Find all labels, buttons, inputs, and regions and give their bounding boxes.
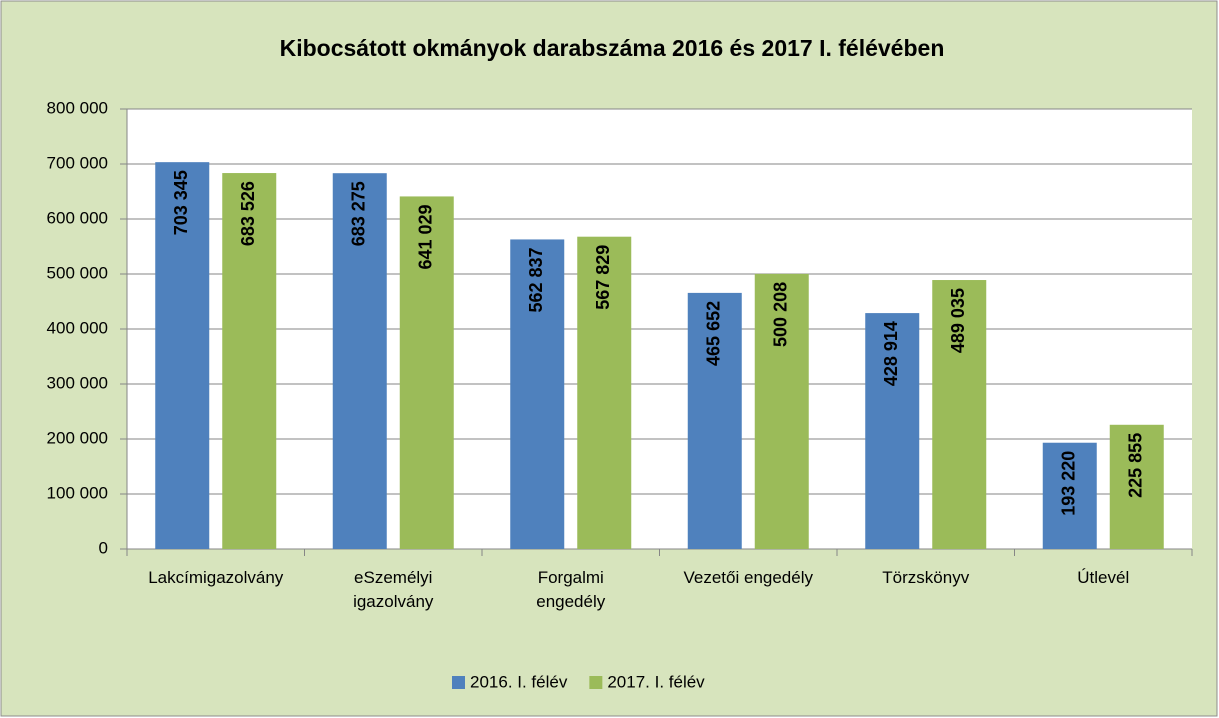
x-tick-label: Útlevél — [1077, 568, 1129, 587]
bar — [155, 162, 210, 549]
data-label: 465 652 — [704, 301, 724, 366]
legend-swatch — [452, 676, 465, 689]
bar — [399, 196, 454, 549]
bar — [332, 173, 387, 550]
x-tick-label: Törzskönyv — [882, 568, 969, 587]
bar — [510, 239, 565, 550]
y-tick-label: 400 000 — [47, 318, 108, 337]
y-tick-label: 100 000 — [47, 483, 108, 502]
y-tick-label: 200 000 — [47, 428, 108, 447]
data-label: 683 526 — [238, 181, 258, 246]
data-label: 225 855 — [1126, 433, 1146, 498]
data-label: 489 035 — [948, 288, 968, 353]
legend-label: 2017. I. félév — [607, 672, 705, 691]
chart-title: Kibocsátott okmányok darabszáma 2016 és … — [280, 35, 945, 61]
x-tick-label: Vezetői engedély — [684, 568, 814, 587]
y-tick-label: 600 000 — [47, 208, 108, 227]
data-label: 500 208 — [771, 282, 791, 347]
y-tick-label: 800 000 — [47, 98, 108, 117]
bar — [222, 173, 277, 549]
legend-label: 2016. I. félév — [470, 672, 568, 691]
bar — [1042, 442, 1097, 549]
x-tick-label: Forgalmi engedély — [536, 568, 606, 611]
x-tick-label: eSzemélyi igazolvány — [353, 568, 434, 611]
bar — [687, 292, 742, 549]
data-label: 567 829 — [593, 245, 613, 310]
bar — [1109, 424, 1164, 549]
data-label: 562 837 — [526, 247, 546, 312]
bar — [754, 273, 809, 549]
data-label: 703 345 — [171, 170, 191, 235]
data-label: 641 029 — [416, 204, 436, 269]
bar — [932, 280, 987, 549]
data-label: 193 220 — [1059, 451, 1079, 516]
data-label: 683 275 — [349, 181, 369, 246]
bar — [865, 313, 920, 549]
data-label: 428 914 — [881, 321, 901, 386]
bar — [577, 236, 632, 550]
y-tick-label: 300 000 — [47, 373, 108, 392]
y-tick-label: 500 000 — [47, 263, 108, 282]
legend-swatch — [589, 676, 603, 689]
x-tick-label: Lakcímigazolvány — [148, 568, 284, 587]
y-tick-label: 0 — [99, 538, 108, 557]
y-tick-label: 700 000 — [47, 153, 108, 172]
